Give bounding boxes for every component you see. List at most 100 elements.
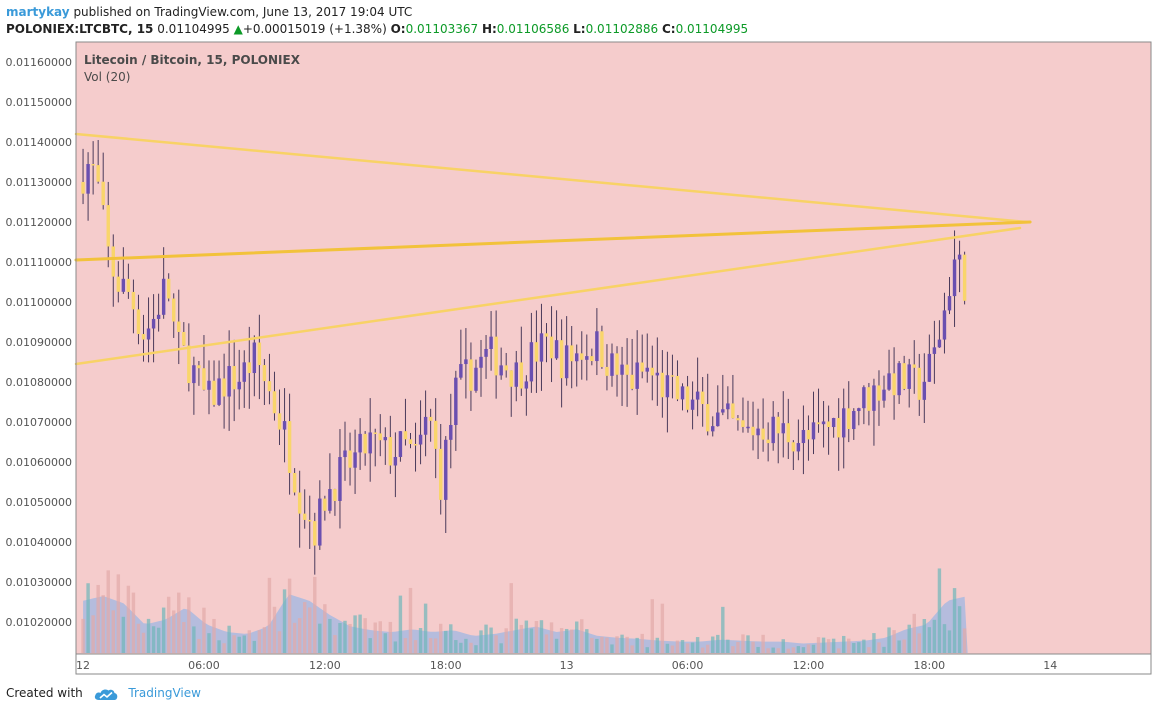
high-label: H: <box>481 22 497 36</box>
plot-area[interactable] <box>76 42 1151 654</box>
candle-up <box>862 387 866 409</box>
volume-bar <box>741 634 745 653</box>
symbol-label: POLONIEX:LTCBTC, 15 <box>6 22 154 36</box>
candle-up <box>242 362 246 382</box>
volume-bar <box>756 646 760 653</box>
volume-pane <box>81 568 968 653</box>
volume-bar <box>947 630 952 653</box>
volume-bar <box>222 643 226 653</box>
candle-up <box>746 426 750 429</box>
candle-up <box>554 340 559 359</box>
volume-bar <box>711 636 715 653</box>
candle-up <box>252 342 257 374</box>
volume-bar <box>751 641 755 653</box>
candle-up <box>721 409 725 413</box>
candle-up <box>796 443 801 452</box>
candle-down <box>791 442 796 452</box>
candle-down <box>202 368 206 390</box>
candle-down <box>776 416 780 434</box>
candle-down <box>141 334 146 340</box>
volume-bar <box>811 644 816 653</box>
up-arrow-icon: ▲ <box>233 22 243 36</box>
volume-bar <box>156 627 161 653</box>
trendline <box>74 226 1022 366</box>
volume-bar <box>182 622 186 653</box>
candle-up <box>857 408 861 412</box>
volume-bar <box>202 607 206 653</box>
candle-down <box>433 420 438 449</box>
x-tick-label: 12 <box>76 659 90 672</box>
candle-up <box>922 381 927 400</box>
candle-down <box>323 498 327 511</box>
volume-bar <box>902 639 906 653</box>
candle-up <box>564 345 569 379</box>
volume-bar <box>932 619 937 653</box>
candle-down <box>630 374 634 389</box>
volume-bar <box>479 630 483 653</box>
candle-up <box>156 314 161 319</box>
x-tick-label: 06:00 <box>672 659 704 672</box>
candle-down <box>212 380 216 405</box>
candle-down <box>308 519 312 522</box>
volume-bar <box>151 626 156 653</box>
candle-up <box>907 364 911 389</box>
volume-bar <box>449 624 453 653</box>
volume-bar <box>454 640 458 653</box>
volume-bar <box>620 634 624 653</box>
candle-down <box>892 373 896 396</box>
volume-bar <box>836 648 841 653</box>
candle-up <box>781 423 785 434</box>
volume-bar <box>267 577 272 653</box>
volume-bar <box>187 597 191 653</box>
volume-bar <box>831 638 836 653</box>
x-axis-border <box>75 653 1152 675</box>
tradingview-link[interactable]: TradingView <box>128 686 201 700</box>
candle-up <box>353 452 357 468</box>
volume-bar <box>826 639 831 653</box>
trendlines[interactable] <box>74 132 1032 366</box>
volume-bar <box>418 628 423 653</box>
volume-bar <box>227 625 231 653</box>
candle-down <box>504 365 508 371</box>
candle-up <box>423 416 428 435</box>
volume-bar <box>126 585 131 653</box>
volume-bar <box>212 618 216 653</box>
candle-down <box>806 429 811 440</box>
volume-bar <box>640 633 644 653</box>
candle-down <box>106 205 110 247</box>
volume-bar <box>514 618 518 653</box>
volume-bar <box>172 610 176 653</box>
y-tick-label: 0.01050000 <box>6 496 72 509</box>
volume-bar <box>645 647 649 653</box>
volume-bar <box>882 646 886 653</box>
y-tick-label: 0.01100000 <box>6 296 72 309</box>
volume-bar <box>101 595 105 653</box>
volume-bar <box>363 618 367 653</box>
volume-bar <box>605 637 609 653</box>
volume-bar <box>217 640 221 653</box>
candle-down <box>917 367 921 400</box>
volume-bar <box>484 624 488 653</box>
volume-bar <box>242 635 246 653</box>
volume-bar <box>695 637 700 653</box>
chart-title: Litecoin / Bitcoin, 15, POLONIEX <box>84 53 301 67</box>
trendline <box>74 220 1032 262</box>
volume-bar <box>862 639 866 653</box>
author-name[interactable]: martykay <box>6 5 70 19</box>
candle-down <box>675 375 680 400</box>
volume-bar <box>887 627 891 653</box>
volume-bar <box>358 614 362 653</box>
candle-down <box>912 364 916 368</box>
y-tick-label: 0.01030000 <box>6 576 72 589</box>
volume-bar <box>388 621 393 653</box>
high-value: 0.01106586 <box>496 22 570 36</box>
volume-bar <box>141 632 146 653</box>
candle-down <box>741 420 745 427</box>
volume-bar <box>86 583 90 653</box>
candle-up <box>756 428 760 436</box>
volume-bar <box>892 630 896 653</box>
volume-bar <box>96 584 100 653</box>
candle-up <box>383 437 388 441</box>
y-tick-label: 0.01120000 <box>6 216 72 229</box>
